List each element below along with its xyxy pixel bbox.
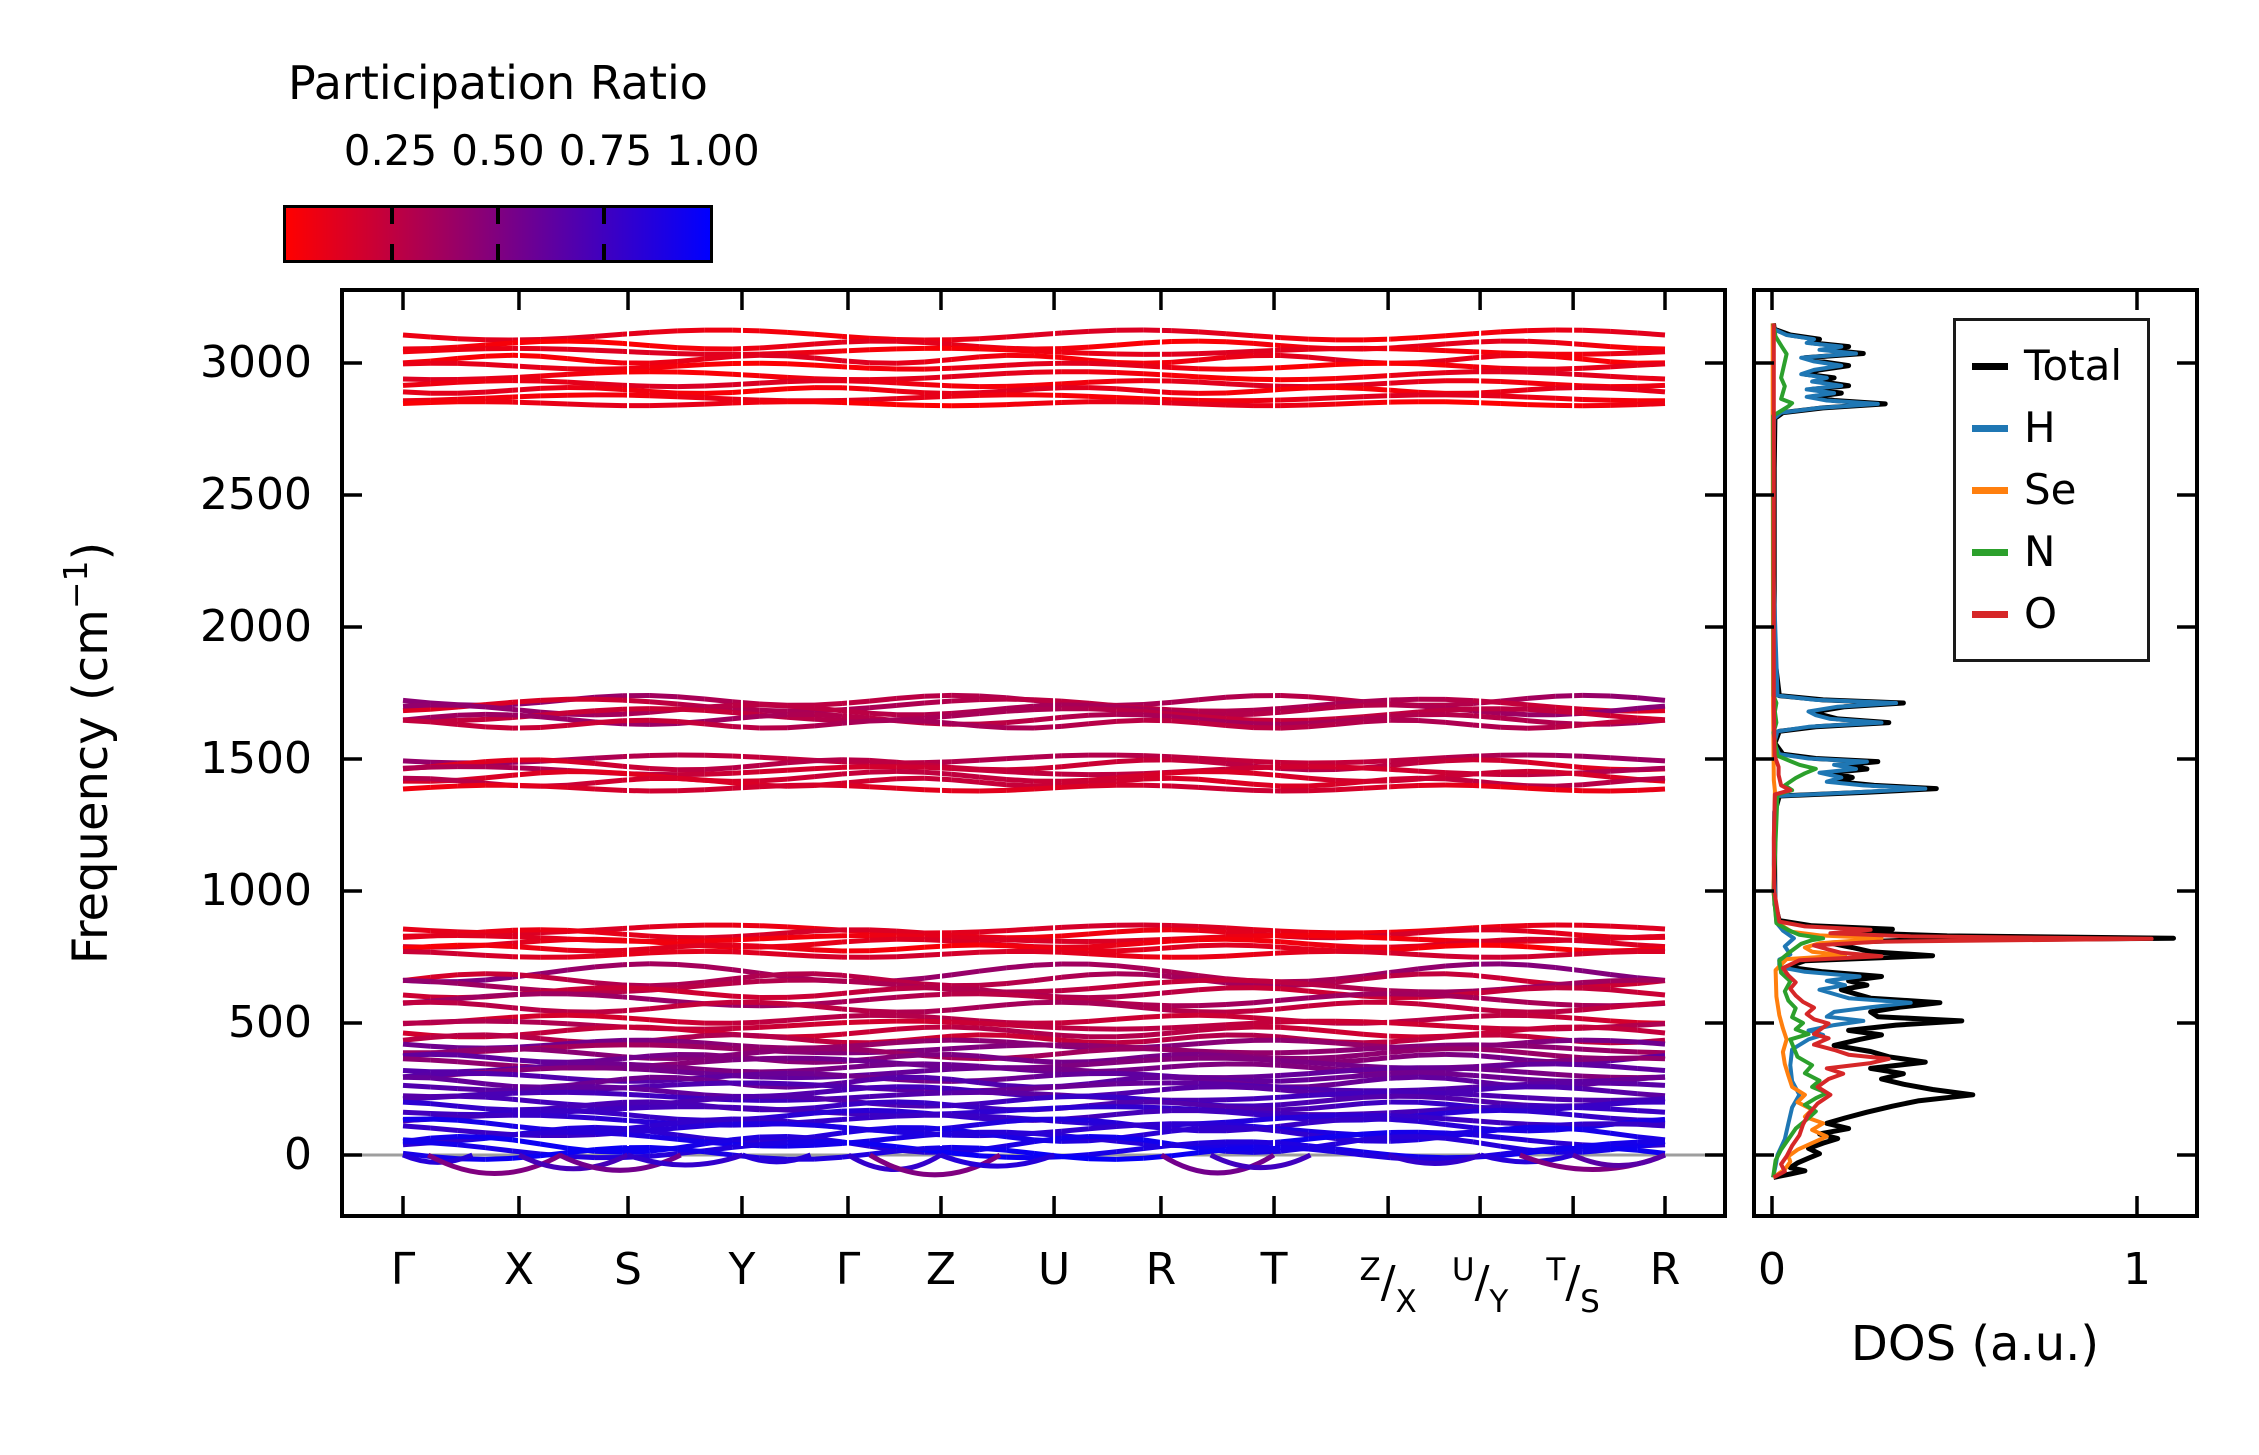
y-axis-label-text: Frequency (cm [63,609,119,965]
legend-swatch-n [1972,548,2008,556]
colorbar-tick-mark [390,244,394,260]
frequency-tick-3000: 3000 [200,337,312,388]
y-axis-label-close: ) [63,541,119,561]
colorbar-tick-label-1.00: 1.00 [666,126,760,175]
frequency-tick-1500: 1500 [200,733,312,784]
frequency-tick-1000: 1000 [200,865,312,916]
frequency-tick-500: 500 [228,997,312,1048]
frequency-tick-2500: 2500 [200,469,312,520]
legend-swatch-se [1972,486,2008,494]
y-axis-label-exponent: −1 [56,560,95,610]
legend-label-se: Se [2024,465,2077,514]
dos-tick-1: 1 [2123,1244,2151,1295]
legend-row-o: O [1972,591,2137,637]
k-label-4: Γ [835,1244,861,1295]
legend: Total H Se N O [1953,318,2150,662]
colorbar-tick-mark [602,244,606,260]
dos-axis-label: DOS (a.u.) [1850,1316,2100,1372]
colorbar-gradient [283,205,713,263]
k-label-11: T/S [1546,1252,1600,1320]
legend-row-n: N [1972,529,2137,575]
colorbar-title: Participation Ratio [288,56,708,110]
k-label-2: S [614,1244,642,1295]
y-axis-label: Frequency (cm−1) [56,403,119,1103]
legend-row-h: H [1972,405,2137,451]
legend-swatch-h [1972,424,2008,432]
colorbar-tick-label-0.50: 0.50 [451,126,545,175]
legend-row-se: Se [1972,467,2137,513]
band-structure-panel [340,288,1727,1218]
k-label-7: R [1145,1244,1177,1295]
k-label-10: U/Y [1451,1252,1509,1320]
k-label-12: R [1649,1244,1681,1295]
legend-row-total: Total [1972,343,2137,389]
legend-label-n: N [2024,527,2056,576]
frequency-tick-2000: 2000 [200,601,312,652]
colorbar-tick-mark [496,208,500,224]
legend-label-total: Total [2024,341,2123,390]
legend-swatch-total [1972,362,2008,370]
k-label-8: T [1260,1244,1288,1295]
k-label-9: Z/X [1359,1252,1417,1320]
colorbar-tick-label-0.75: 0.75 [558,126,653,175]
legend-swatch-o [1972,610,2008,618]
dos-tick-0: 0 [1758,1244,1786,1295]
legend-label-o: O [2024,589,2058,638]
colorbar-tick-label-0.25: 0.25 [343,126,438,175]
colorbar-tick-mark [390,208,394,224]
k-label-0: Γ [390,1244,416,1295]
frequency-tick-0: 0 [284,1129,312,1180]
colorbar-tick-mark [602,208,606,224]
legend-label-h: H [2024,403,2056,452]
k-label-3: Y [728,1244,756,1295]
k-label-6: U [1037,1244,1071,1295]
k-label-5: Z [925,1244,957,1295]
dos-panel [1752,288,2199,1218]
colorbar-tick-mark [496,244,500,260]
k-label-1: X [503,1244,535,1295]
